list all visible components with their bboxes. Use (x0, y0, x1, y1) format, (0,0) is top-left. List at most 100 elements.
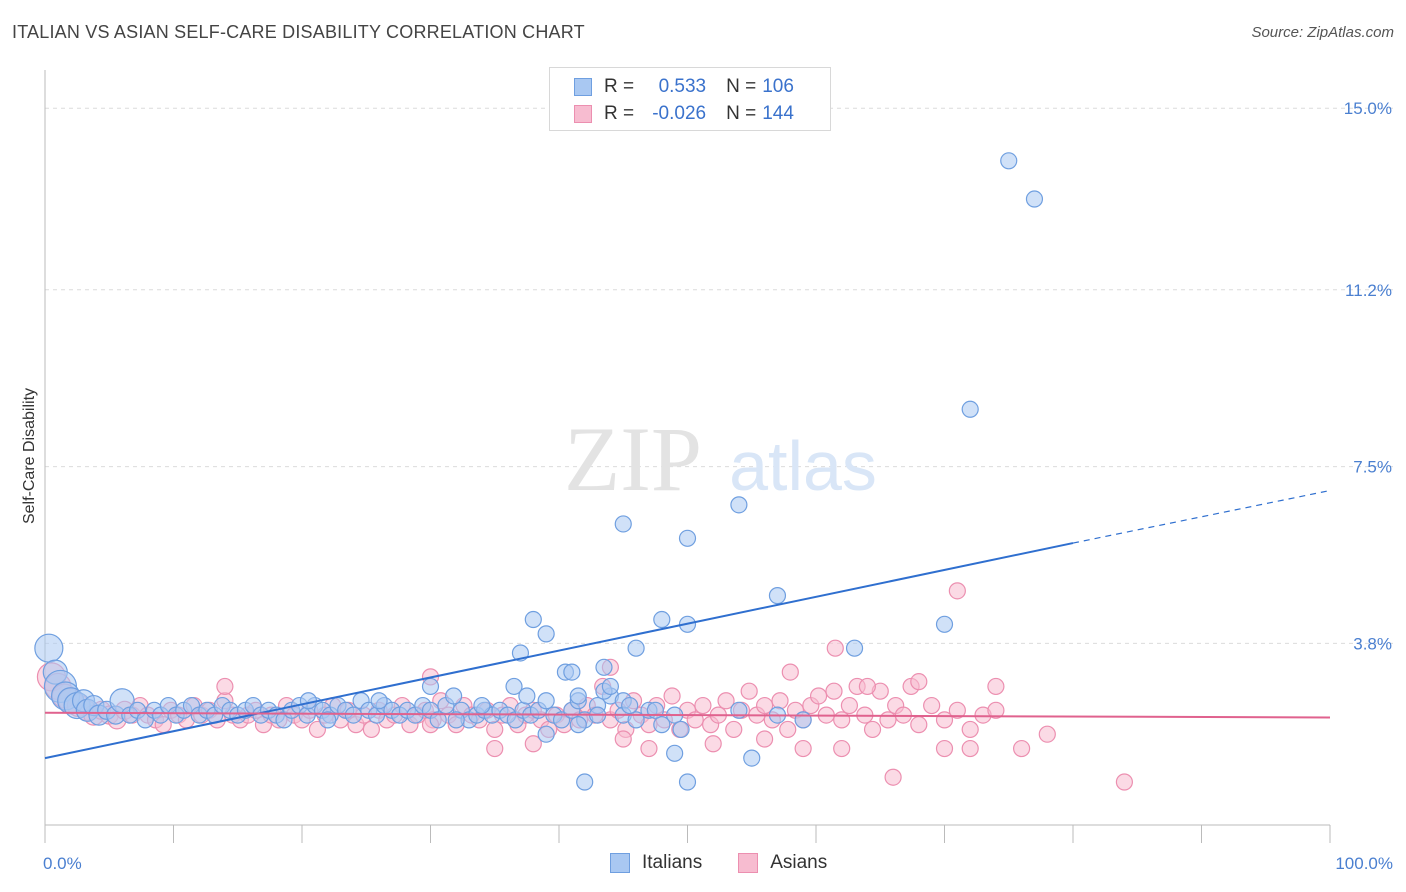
italians-legend-label: Italians (642, 852, 703, 873)
italians-point (845, 639, 864, 657)
italians-point (447, 711, 465, 729)
italians-point (421, 677, 440, 696)
italians-point (563, 663, 581, 681)
italians-point (961, 400, 979, 418)
asians-point (923, 696, 941, 715)
italians-point (601, 677, 620, 696)
italians-swatch (574, 78, 592, 96)
asians-point (486, 739, 504, 758)
legend-row-asians: R = -0.026 N = 144 (574, 103, 794, 125)
italians-point (569, 687, 587, 705)
italians-trendline (44, 542, 1074, 760)
asians-swatch (574, 105, 592, 123)
asians-legend-swatch (738, 853, 759, 873)
italians-point (621, 696, 639, 715)
watermark-atlas: atlas (729, 427, 877, 505)
italians-point (319, 711, 337, 729)
asians-point (1012, 739, 1031, 758)
x-tick-label: 0.0% (43, 854, 82, 873)
asians-point (987, 677, 1005, 696)
italians-point (569, 716, 587, 734)
asians-point (704, 735, 722, 753)
asians-point (663, 687, 681, 705)
asians-point (486, 720, 504, 739)
italians-point (743, 749, 761, 767)
italians-point (370, 692, 388, 710)
asians-point (362, 720, 380, 739)
trendlines (44, 489, 1331, 760)
italians-point (768, 587, 787, 605)
legend-r-label: R = (604, 76, 635, 97)
legend-item-italians[interactable]: Italians (610, 852, 702, 874)
asians-point (755, 696, 774, 715)
italians-point (678, 773, 697, 791)
italians-point (524, 610, 542, 629)
asians-point (833, 739, 851, 758)
legend-item-asians[interactable]: Asians (738, 852, 827, 874)
asians-point (717, 692, 735, 710)
asians-point (524, 735, 542, 753)
asians-trendline (44, 711, 1331, 719)
asians-point (809, 687, 828, 705)
asians-point (948, 701, 966, 719)
watermark-zip: ZIP (564, 408, 702, 510)
italians-point (666, 744, 684, 762)
asians-point (935, 739, 954, 758)
italians-point (429, 711, 447, 729)
source-label: Source: ZipAtlas.com (1251, 24, 1394, 41)
legend-n-label: N = (726, 103, 757, 124)
asians-point (858, 677, 877, 696)
asians-point (216, 677, 234, 696)
tick-labels: 3.8% 7.5% 11.2% 15.0% 0.0% 100.0% (43, 99, 1393, 873)
italians-point (653, 610, 671, 629)
asians-point (863, 720, 882, 739)
legend-r-label: R = (604, 103, 635, 124)
italians-point (505, 677, 523, 696)
legend-row-italians: R = 0.533 N = 106 (574, 76, 794, 98)
legend-n-value: 144 (762, 103, 794, 124)
italians-trendline-extension (1072, 489, 1331, 544)
asians-point (694, 696, 712, 715)
legend-r-value: 0.533 (658, 76, 707, 97)
legend-n-label: N = (726, 76, 757, 97)
italians-point (1025, 190, 1044, 208)
gridlines (45, 107, 1395, 644)
asians-point (987, 701, 1005, 719)
asians-point (1038, 725, 1056, 743)
correlation-legend: R = 0.533 N = 106 R = -0.026 N = 144 (549, 67, 831, 131)
italians-point (794, 711, 812, 729)
y-tick-label: 15.0% (1344, 99, 1392, 118)
italians-point (473, 696, 491, 715)
asians-point (779, 720, 797, 739)
asians-point (825, 682, 843, 700)
x-tick-label: 100.0% (1335, 854, 1393, 873)
asians-legend-label: Asians (770, 852, 828, 873)
italians-point (445, 687, 463, 705)
series-italians (34, 152, 1044, 791)
italians-point (576, 773, 594, 791)
axes (44, 70, 1331, 843)
italians-point (627, 639, 645, 657)
asians-point (771, 692, 789, 710)
italians-point (935, 615, 954, 633)
italians-point (537, 692, 555, 710)
italians-point (672, 720, 690, 739)
asians-point (1115, 773, 1134, 791)
asians-point (794, 739, 812, 758)
legend-n-value: 106 (762, 76, 794, 97)
italians-point (537, 625, 555, 643)
watermark: ZIP atlas (564, 408, 877, 510)
italians-point (614, 515, 632, 533)
asians-point (910, 716, 928, 734)
asians-point (826, 639, 844, 657)
italians-point (653, 716, 671, 734)
series-asians (36, 582, 1134, 791)
asians-point (840, 696, 859, 715)
asians-point (755, 730, 774, 748)
asians-point (640, 739, 658, 758)
italians-point (34, 633, 64, 663)
y-tick-label: 3.8% (1353, 634, 1392, 653)
italians-point (299, 692, 318, 710)
y-axis-label: Self-Care Disability (21, 388, 38, 524)
